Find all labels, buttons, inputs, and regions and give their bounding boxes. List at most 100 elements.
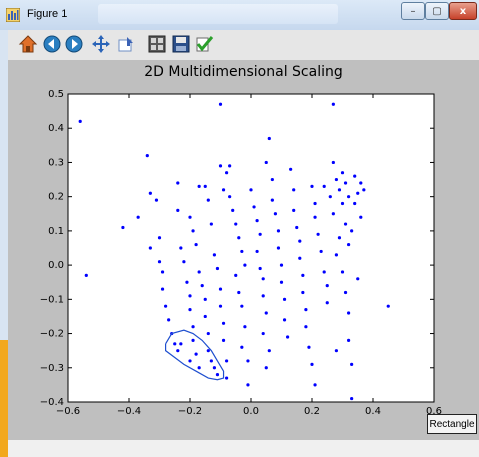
data-point[interactable]	[325, 284, 329, 288]
data-point[interactable]	[176, 349, 180, 353]
data-point[interactable]	[237, 290, 241, 295]
data-point[interactable]	[298, 256, 302, 260]
data-point[interactable]	[334, 253, 338, 257]
data-point[interactable]	[136, 215, 140, 219]
data-point[interactable]	[240, 249, 244, 254]
data-point[interactable]	[206, 349, 210, 353]
data-point[interactable]	[225, 171, 229, 175]
data-point[interactable]	[240, 345, 244, 349]
data-point[interactable]	[267, 136, 271, 141]
data-point[interactable]	[270, 198, 274, 202]
data-point[interactable]	[218, 287, 223, 291]
data-point[interactable]	[78, 119, 82, 123]
data-point[interactable]	[215, 373, 220, 377]
data-point[interactable]	[264, 366, 268, 370]
data-point[interactable]	[359, 181, 363, 185]
title-bar[interactable]: Figure 1 – ▢ x	[0, 0, 479, 30]
data-point[interactable]	[301, 273, 305, 277]
data-point[interactable]	[313, 383, 317, 387]
data-point[interactable]	[356, 191, 360, 195]
data-point[interactable]	[313, 201, 317, 206]
data-point[interactable]	[343, 290, 348, 295]
data-point[interactable]	[188, 359, 192, 363]
check-icon[interactable]	[194, 34, 214, 54]
data-point[interactable]	[334, 349, 338, 353]
data-point[interactable]	[167, 318, 171, 322]
data-point[interactable]	[362, 188, 366, 192]
data-point[interactable]	[221, 321, 226, 325]
data-point[interactable]	[200, 284, 204, 288]
data-point[interactable]	[270, 177, 274, 182]
data-point[interactable]	[234, 222, 238, 226]
data-point[interactable]	[340, 201, 345, 206]
data-point[interactable]	[179, 342, 183, 346]
minimize-button[interactable]: –	[401, 2, 425, 20]
data-point[interactable]	[289, 167, 293, 171]
data-point[interactable]	[340, 171, 345, 175]
data-point[interactable]	[209, 222, 213, 226]
data-point[interactable]	[310, 184, 314, 188]
data-point[interactable]	[292, 188, 296, 192]
rectangle-tool-button[interactable]: Rectangle	[427, 414, 477, 434]
data-point[interactable]	[331, 160, 335, 165]
data-point[interactable]	[279, 280, 284, 284]
data-point[interactable]	[148, 246, 152, 250]
data-point[interactable]	[203, 314, 207, 319]
zoom-icon[interactable]	[116, 34, 136, 54]
data-point[interactable]	[218, 304, 223, 308]
data-point[interactable]	[249, 188, 253, 192]
data-point[interactable]	[176, 208, 180, 212]
data-point[interactable]	[282, 318, 287, 322]
data-point[interactable]	[206, 198, 210, 202]
data-point[interactable]	[282, 297, 287, 301]
data-point[interactable]	[191, 338, 195, 342]
data-point[interactable]	[176, 181, 180, 185]
data-point[interactable]	[240, 304, 244, 308]
data-point[interactable]	[191, 229, 195, 233]
data-point[interactable]	[197, 366, 201, 370]
data-point[interactable]	[252, 205, 256, 209]
data-point[interactable]	[325, 301, 329, 305]
data-point[interactable]	[255, 219, 259, 223]
data-point[interactable]	[157, 236, 162, 240]
data-point[interactable]	[261, 331, 265, 336]
forward-arrow-icon[interactable]	[64, 34, 84, 54]
data-point[interactable]	[350, 229, 354, 233]
data-point[interactable]	[264, 311, 268, 315]
data-point[interactable]	[334, 177, 338, 182]
data-point[interactable]	[356, 277, 360, 281]
data-point[interactable]	[298, 239, 302, 243]
data-point[interactable]	[347, 195, 351, 199]
data-point[interactable]	[218, 164, 223, 168]
data-point[interactable]	[279, 263, 284, 267]
data-point[interactable]	[179, 246, 183, 250]
data-point[interactable]	[212, 366, 216, 370]
data-point[interactable]	[234, 273, 238, 277]
data-point[interactable]	[185, 280, 189, 284]
data-point[interactable]	[154, 198, 159, 202]
data-point[interactable]	[164, 304, 168, 308]
data-point[interactable]	[353, 201, 357, 206]
data-point[interactable]	[386, 304, 390, 308]
data-point[interactable]	[359, 215, 363, 219]
data-point[interactable]	[304, 308, 308, 312]
subplots-config-icon[interactable]	[147, 34, 167, 54]
data-point[interactable]	[328, 195, 332, 199]
data-point[interactable]	[310, 362, 314, 366]
data-point[interactable]	[237, 236, 241, 240]
data-point[interactable]	[160, 270, 165, 274]
data-point[interactable]	[313, 215, 317, 219]
data-point[interactable]	[264, 160, 268, 165]
save-icon[interactable]	[171, 34, 191, 54]
data-point[interactable]	[286, 335, 290, 339]
data-point[interactable]	[188, 294, 192, 298]
data-point[interactable]	[157, 260, 162, 264]
data-point[interactable]	[319, 249, 323, 254]
data-point[interactable]	[148, 191, 152, 195]
data-point[interactable]	[243, 263, 247, 267]
data-point[interactable]	[215, 266, 220, 271]
data-point[interactable]	[191, 325, 195, 329]
data-point[interactable]	[197, 184, 201, 188]
data-point[interactable]	[194, 242, 198, 247]
data-point[interactable]	[295, 225, 299, 230]
